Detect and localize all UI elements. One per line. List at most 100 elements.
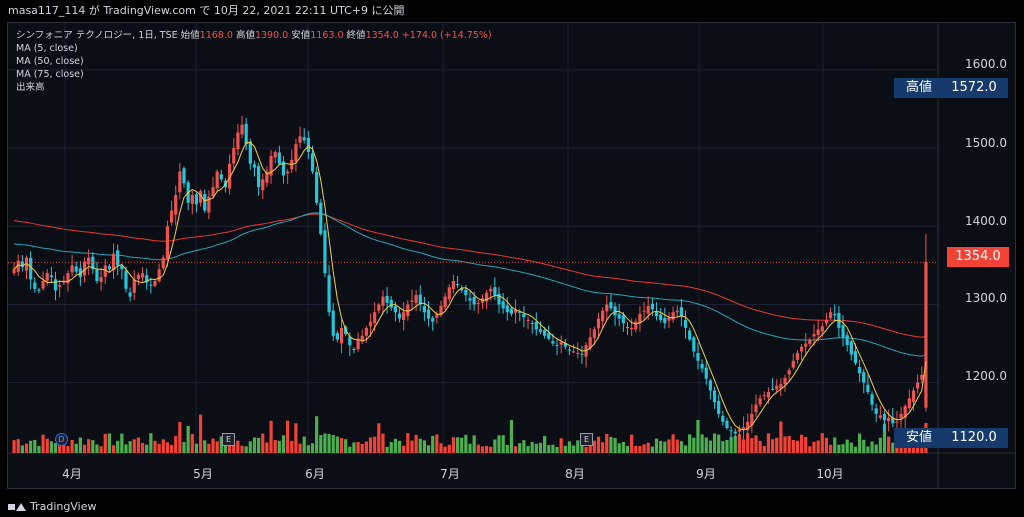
volume-bar — [766, 433, 771, 453]
legend-ma75[interactable]: MA (75, close) — [16, 69, 84, 80]
volume-bar — [286, 420, 290, 453]
candle-body — [762, 395, 766, 397]
volume-bar — [472, 435, 476, 453]
legend-ma50[interactable]: MA (50, close) — [16, 56, 84, 67]
dividend-event-marker[interactable]: D — [55, 433, 68, 446]
candle-body — [236, 132, 240, 150]
candle-body — [563, 343, 567, 347]
candle-body — [339, 327, 344, 344]
candle-body — [37, 289, 41, 291]
candle-body — [107, 266, 112, 270]
legend-change: +174.0 (+14.75%) — [401, 30, 492, 41]
volume-bar — [584, 446, 588, 453]
volume-bar — [153, 440, 157, 453]
volume-bar — [741, 439, 746, 453]
volume-bar — [551, 444, 555, 453]
candle-body — [323, 230, 327, 274]
legend-ma5[interactable]: MA (5, close) — [16, 43, 78, 54]
tradingview-footer[interactable]: TradingView — [8, 500, 96, 513]
candle-body — [414, 295, 418, 303]
candle-body — [215, 171, 219, 189]
volume-bar — [381, 433, 385, 453]
volume-bar — [509, 420, 514, 453]
volume-bar — [638, 446, 642, 453]
earnings-event-marker[interactable]: E — [580, 433, 593, 446]
volume-bar — [360, 443, 364, 453]
volume-bar — [808, 446, 812, 453]
candle-body — [605, 304, 609, 312]
candle-body — [315, 171, 319, 203]
month-label-may: 5月 — [193, 467, 213, 481]
candle-body — [302, 137, 306, 141]
volume-bar — [107, 433, 112, 453]
candle-body — [849, 341, 853, 355]
candle-body — [244, 123, 248, 145]
volume-bar — [377, 423, 381, 453]
candle-body — [588, 337, 592, 349]
candle-body — [696, 352, 700, 361]
volume-bar — [161, 439, 165, 453]
month-label-sep: 9月 — [696, 467, 716, 481]
volume-bar — [820, 433, 824, 453]
volume-bar — [74, 443, 78, 453]
volume-bar — [882, 423, 887, 453]
volume-bar — [650, 446, 654, 453]
candle-body — [783, 377, 787, 385]
volume-bar — [389, 441, 393, 453]
volume-bar — [737, 434, 742, 453]
volume-bar — [646, 442, 650, 453]
volume-bar — [609, 436, 613, 453]
candle-body — [20, 261, 24, 267]
legend-title: シンフォニア テクノロジー, 1日, TSE — [16, 30, 178, 41]
candle-body — [174, 195, 178, 215]
candle-body — [476, 302, 480, 304]
candle-body — [273, 152, 277, 158]
candle-body — [12, 269, 16, 274]
candle-body — [663, 317, 667, 324]
candle-body — [828, 312, 833, 319]
chart-frame[interactable]: シンフォニア テクノロジー, 1日, TSE 始値1168.0 高値1390.0… — [7, 22, 1016, 489]
candle-body — [920, 374, 924, 380]
volume-bar — [746, 433, 750, 453]
volume-bar — [833, 437, 837, 453]
earnings-event-marker[interactable]: E — [222, 433, 235, 446]
candle-body — [319, 202, 323, 235]
candle-body — [120, 265, 124, 270]
volume-bar — [385, 446, 389, 453]
volume-bar — [501, 435, 505, 453]
volume-bar — [352, 442, 356, 453]
legend-high-value: 1390.0 — [254, 30, 289, 41]
volume-bar — [273, 440, 277, 453]
volume-bar — [157, 443, 161, 453]
candle-body — [298, 136, 302, 143]
candle-body — [149, 284, 153, 286]
candle-body — [136, 274, 141, 280]
candle-body — [509, 308, 514, 314]
candle-body — [277, 152, 281, 164]
volume-bar — [37, 445, 41, 453]
candle-body — [775, 385, 779, 390]
volume-bar — [33, 439, 37, 453]
candle-body — [795, 352, 800, 360]
volume-bar — [849, 442, 853, 453]
volume-bar — [787, 436, 791, 453]
candle-body — [157, 269, 161, 282]
volume-bar — [770, 439, 775, 453]
legend-open-label: 始値 — [180, 30, 200, 41]
candle-body — [845, 335, 849, 346]
low-price-tag: 安値 1120.0 — [894, 428, 1008, 448]
candlestick-chart[interactable] — [8, 23, 1016, 489]
candle-body — [431, 317, 435, 322]
legend-volume[interactable]: 出来高 — [16, 82, 45, 93]
candle-body — [385, 295, 389, 303]
candle-body — [717, 400, 721, 414]
price-tick-1200: 1200.0 — [965, 369, 1007, 383]
candle-body — [559, 341, 563, 345]
candle-body — [368, 321, 373, 327]
candle-body — [310, 153, 315, 172]
candle-body — [683, 319, 688, 328]
candle-body — [642, 310, 646, 312]
candle-body — [402, 312, 406, 321]
candle-body — [406, 304, 410, 317]
volume-bar — [891, 442, 895, 453]
